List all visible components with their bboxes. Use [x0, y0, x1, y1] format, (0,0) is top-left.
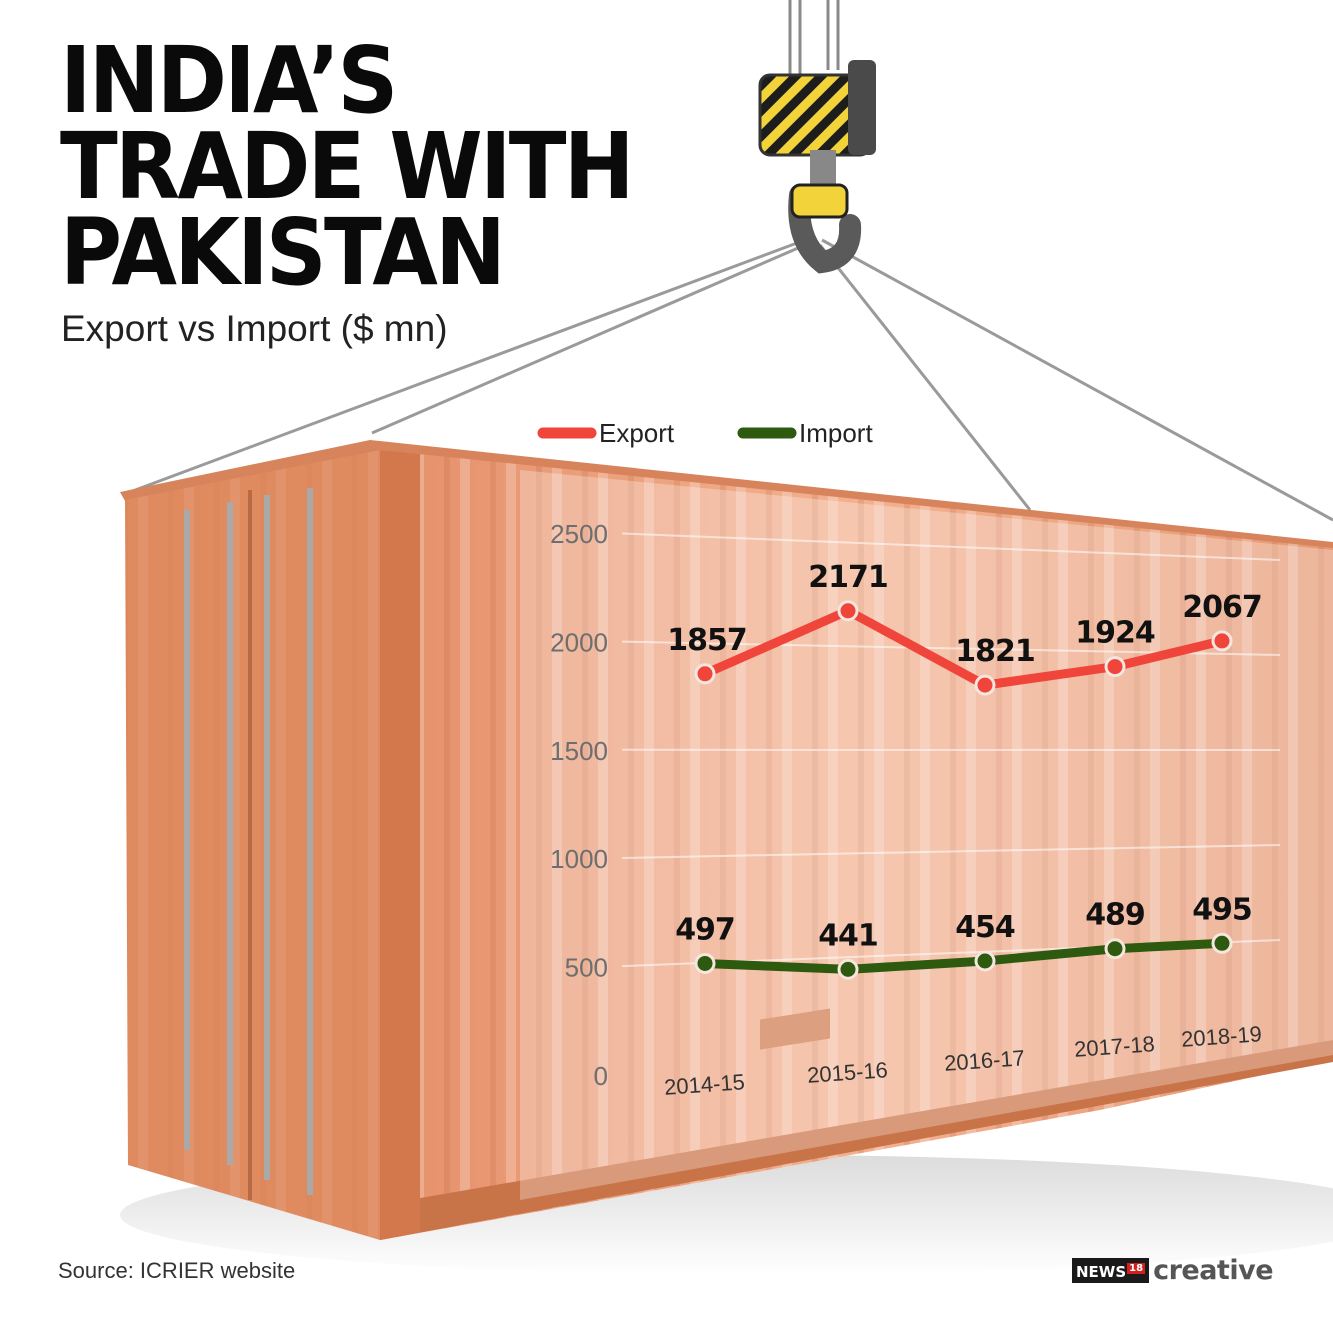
- x-tick-label: 2018-19: [1180, 1021, 1262, 1052]
- sling-cables: [129, 238, 1333, 522]
- legend-label-import: Import: [799, 418, 873, 448]
- crane-cables-icon: [788, 0, 840, 80]
- title-line-1: INDIA’S: [60, 27, 398, 134]
- import-data-label: 489: [1085, 898, 1145, 933]
- y-axis-ticks: 0 500 1000 1500 2000 2500: [550, 519, 608, 1091]
- shipping-container-icon: [120, 440, 1333, 1240]
- import-point: [1104, 938, 1126, 960]
- gridline-2500: [621, 532, 1281, 561]
- export-data-label: 1924: [1075, 616, 1155, 651]
- x-tick-label: 2016-17: [943, 1045, 1025, 1076]
- gridline-1000: [621, 844, 1281, 859]
- series-lines: [694, 600, 1233, 980]
- import-point: [694, 952, 716, 974]
- brand-creative: creative: [1153, 1255, 1274, 1286]
- export-point: [974, 674, 996, 696]
- title-line-3: PAKISTAN: [60, 199, 506, 306]
- export-data-label: 1821: [955, 634, 1035, 669]
- data-labels: 1857 2171 1821 1924 2067 497 441 454 489 495: [667, 560, 1263, 954]
- import-data-label: 495: [1192, 892, 1252, 927]
- page-title: INDIA’S TRADE WITH PAKISTAN: [60, 27, 682, 306]
- x-tick-label: 2015-16: [806, 1057, 888, 1088]
- y-tick-label: 500: [565, 953, 608, 983]
- chart-subtitle: Export vs Import ($ mn): [61, 308, 448, 349]
- x-tick-label: 2017-18: [1073, 1031, 1155, 1062]
- chart-legend: Export Import: [537, 418, 873, 448]
- brand-logo: NEWS 18 creative: [1072, 1255, 1274, 1286]
- import-point: [837, 958, 859, 980]
- x-axis-ticks: 2014-15 2015-16 2016-17 2017-18 2018-19: [663, 1021, 1262, 1100]
- y-tick-label: 2000: [550, 627, 608, 657]
- title-line-2: TRADE WITH: [60, 113, 635, 220]
- source-note: Source: ICRIER website: [58, 1258, 296, 1283]
- legend-label-export: Export: [599, 418, 675, 448]
- brand-news: NEWS 18: [1072, 1258, 1150, 1283]
- crane-hook-icon: [758, 60, 876, 274]
- export-point: [837, 600, 859, 622]
- import-data-label: 497: [675, 912, 735, 947]
- import-point: [1211, 932, 1233, 954]
- x-tick-label: 2014-15: [663, 1069, 745, 1100]
- export-point: [1104, 656, 1126, 678]
- export-data-label: 1857: [667, 623, 747, 658]
- brand-number: 18: [1127, 1263, 1146, 1274]
- y-tick-label: 0: [594, 1061, 608, 1091]
- import-data-label: 441: [818, 918, 878, 953]
- export-point: [694, 663, 716, 685]
- y-tick-label: 1500: [550, 736, 608, 766]
- y-tick-label: 1000: [550, 844, 608, 874]
- export-data-label: 2171: [808, 560, 888, 595]
- y-tick-label: 2500: [550, 519, 608, 549]
- import-data-label: 454: [955, 910, 1015, 945]
- export-data-label: 2067: [1182, 590, 1262, 625]
- import-point: [974, 950, 996, 972]
- brand-news-text: NEWS: [1076, 1263, 1127, 1281]
- export-point: [1211, 630, 1233, 652]
- series-line-import: [700, 938, 1227, 974]
